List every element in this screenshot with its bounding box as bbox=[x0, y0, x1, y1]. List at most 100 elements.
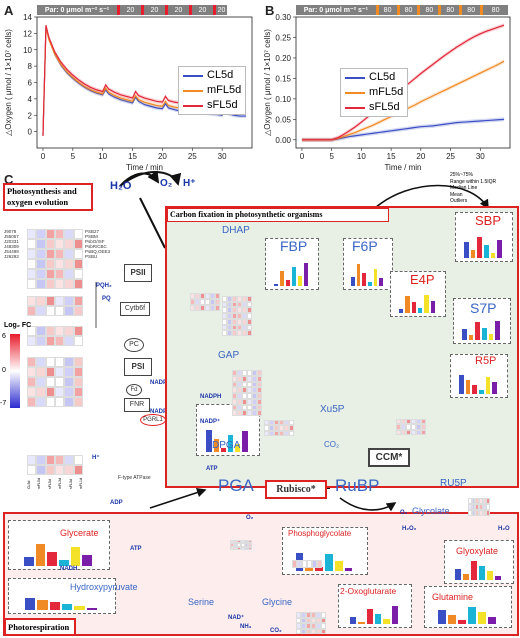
boxplot-bar bbox=[362, 273, 366, 286]
column-label: sFL5d bbox=[47, 479, 52, 489]
heatmap-cell bbox=[36, 239, 46, 249]
par-pulse: 80 bbox=[483, 5, 509, 15]
heatmap-cytb6f bbox=[27, 296, 83, 316]
legend-range: Range within 1.5IQR bbox=[450, 178, 497, 185]
heatmap-cell bbox=[195, 293, 200, 299]
heatmap-cell bbox=[257, 370, 262, 376]
heatmap-cell bbox=[257, 387, 262, 393]
heatmap-cell bbox=[244, 540, 249, 544]
heatmap-cell bbox=[257, 375, 262, 382]
heatmap-cell bbox=[289, 425, 294, 431]
par-pulse: 80 bbox=[441, 5, 460, 15]
heatmap-cell bbox=[316, 612, 321, 618]
heatmap-cell bbox=[64, 465, 74, 475]
heatmap-cell bbox=[247, 381, 252, 388]
heatmap-r5p bbox=[396, 419, 426, 435]
heatmap-cell bbox=[215, 305, 220, 311]
gene-name: PsbR/CBC bbox=[85, 244, 107, 249]
heatmap-cell bbox=[54, 455, 65, 465]
heatmap-cell bbox=[45, 296, 55, 306]
gene-name: J26293 bbox=[4, 254, 19, 259]
heatmap-cell bbox=[73, 377, 83, 387]
heatmap-cell bbox=[227, 296, 232, 302]
par-pulse: 80 bbox=[462, 5, 481, 15]
heatmap-cell bbox=[36, 377, 46, 387]
heatmap-cell bbox=[36, 455, 46, 465]
y-tick-label: 10 bbox=[23, 46, 32, 55]
panel-b-par-bar: Par: 0 μmol m⁻² s⁻¹ 80 80 80 80 80 80 bbox=[296, 5, 509, 15]
x-tick-label: 5 bbox=[329, 152, 334, 161]
atp-synthase-label: F-type ATPase bbox=[118, 475, 151, 481]
heatmap-cell bbox=[232, 404, 237, 411]
cofactor-nh3: NH₃ bbox=[240, 624, 252, 630]
metabolite-glyoxylate: Glyoxylate bbox=[456, 546, 499, 556]
par-lead: Par: 0 μmol m⁻² s⁻¹ bbox=[296, 5, 376, 15]
heatmap-cell bbox=[64, 249, 74, 259]
heatmap-cell bbox=[401, 419, 406, 425]
heatmap-cell bbox=[237, 543, 241, 547]
heatmap-cell bbox=[45, 455, 55, 465]
metabolite-co2: CO₂ bbox=[324, 440, 340, 449]
log2fc-tick-zero: 0 bbox=[2, 367, 6, 374]
par-pulse: 80 bbox=[399, 5, 418, 15]
boxplot-bar bbox=[459, 375, 464, 394]
heatmap-cell bbox=[279, 420, 284, 426]
heatmap-cell bbox=[64, 296, 74, 306]
boxplot-bar bbox=[368, 282, 372, 286]
heatmap-cell bbox=[237, 301, 242, 308]
boxplot-bar bbox=[379, 278, 383, 286]
heatmap-cell bbox=[27, 229, 37, 239]
heatmap-cell bbox=[73, 269, 83, 279]
boxplot-bar bbox=[478, 612, 487, 624]
heatmap-cell bbox=[222, 324, 227, 331]
heatmap-cell bbox=[311, 617, 316, 623]
heatmap-cell bbox=[237, 296, 242, 302]
heatmap-cell bbox=[416, 419, 421, 425]
heatmap-cell bbox=[45, 279, 55, 289]
gene-list-psii: J9078 J55057 J20331 J48309 J54499 J26293 bbox=[4, 229, 19, 259]
heatmap-cell bbox=[27, 306, 37, 316]
boxplot-bar bbox=[298, 276, 303, 286]
gene-name: PsBQ,OEE3 bbox=[85, 249, 111, 254]
boxplot-bar bbox=[383, 619, 390, 624]
heatmap-cell bbox=[45, 357, 55, 367]
heatmap-cell bbox=[45, 259, 55, 269]
heatmap-cell bbox=[468, 498, 472, 504]
boxplot-bar bbox=[472, 385, 477, 394]
boxplot-bar bbox=[486, 571, 493, 580]
log2fc-colorbar bbox=[10, 334, 20, 408]
boxplot-bar bbox=[497, 240, 502, 258]
boxplot-bar bbox=[37, 600, 48, 610]
heatmap-cell bbox=[247, 324, 252, 331]
par-pulse: 20 bbox=[216, 5, 227, 15]
rubisco-box: Rubisco* bbox=[265, 480, 327, 499]
panel-b-chart: 0 5 10 15 20 25 30 0.00 0.05 0.10 0.15 0.20 0.25 0.30… bbox=[263, 13, 511, 172]
heatmap-cell bbox=[237, 313, 242, 319]
panel-c-letter: C bbox=[4, 172, 14, 187]
heatmap-cell bbox=[54, 387, 65, 397]
metabolite-pga: PGA bbox=[218, 476, 254, 495]
heatmap-cell bbox=[247, 318, 252, 325]
heatmap-cell bbox=[479, 498, 483, 504]
y-tick-label: 12 bbox=[23, 29, 32, 38]
oxoglutarate-boxplot bbox=[338, 584, 412, 628]
heatmap-cell bbox=[247, 313, 252, 319]
heatmap-cell bbox=[248, 540, 252, 544]
heatmap-cell bbox=[289, 420, 294, 426]
legend-mfl5d: mFL5d bbox=[207, 84, 242, 96]
heatmap-cell bbox=[232, 375, 237, 382]
heatmap-cell bbox=[241, 546, 245, 550]
heatmap-cell bbox=[406, 424, 411, 430]
heatmap-cell bbox=[27, 387, 37, 397]
par-pulse: 80 bbox=[420, 5, 439, 15]
metabolite-glutamine: Glutamine bbox=[432, 592, 474, 602]
photorespiration-title-box: Photorespiration bbox=[4, 618, 76, 636]
heatmap-glycolate bbox=[468, 498, 490, 516]
heatmap-cell bbox=[321, 623, 326, 629]
column-label: mFL3d bbox=[58, 478, 63, 489]
y-tick-label: 6 bbox=[28, 79, 33, 88]
cofactor-o2b: O₂ bbox=[400, 510, 408, 516]
y-tick-label: 14 bbox=[23, 13, 32, 22]
metabolite-sbp: SBP bbox=[475, 213, 502, 228]
o2-label: O₂ bbox=[160, 178, 173, 189]
